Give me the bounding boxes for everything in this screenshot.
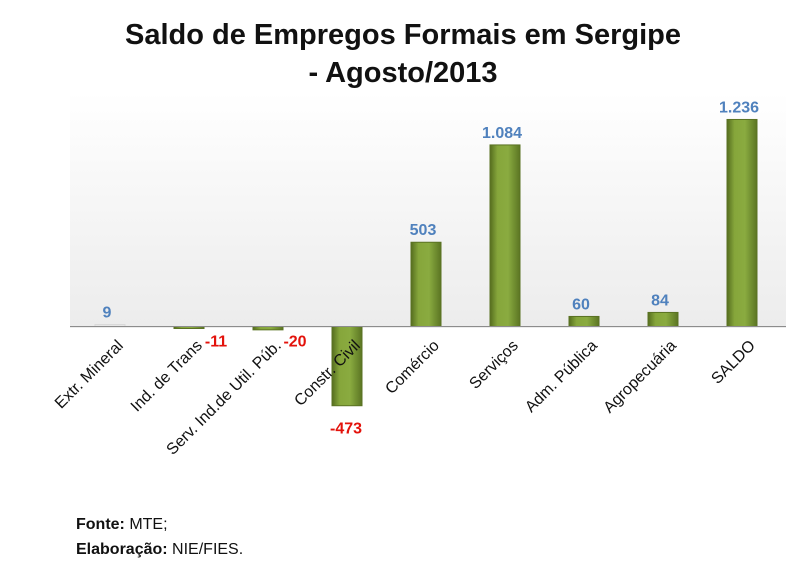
data-label-3: -473 (330, 421, 362, 438)
bar-5 (489, 144, 521, 327)
x-tick-label-4: Comércio (382, 337, 443, 398)
bar-7 (647, 311, 679, 327)
bar-3 (331, 326, 363, 407)
data-label-5: 1.084 (482, 125, 522, 142)
bar-2 (252, 326, 284, 331)
data-label-6: 60 (572, 296, 590, 313)
data-label-1: -11 (205, 334, 227, 351)
footer-source: Fonte: MTE; (76, 512, 243, 537)
data-label-4: 503 (410, 222, 437, 239)
chart-title-line-2: - Agosto/2013 (308, 57, 498, 89)
data-label-8: 1.236 (719, 99, 759, 116)
bar-6 (568, 315, 600, 328)
footer-source-label: Fonte: (76, 516, 125, 533)
chart-title: Saldo de Empregos Formais em Sergipe - A… (0, 16, 806, 92)
x-tick-label-8: SALDO (708, 337, 758, 387)
x-tick-label-1: Ind. de Trans (128, 337, 206, 415)
data-label-7: 84 (651, 292, 669, 309)
x-tick-label-5: Serviços (466, 337, 521, 392)
x-tick-label-7: Agropecuária (601, 337, 680, 416)
footer-credit-label: Elaboração: (76, 541, 168, 558)
bar-8 (726, 118, 758, 327)
footer-source-value: MTE; (129, 516, 168, 533)
footer: Fonte: MTE; Elaboração: NIE/FIES. (76, 512, 243, 562)
bar-4 (410, 241, 442, 327)
chart-title-line-1: Saldo de Empregos Formais em Sergipe (125, 19, 681, 51)
data-label-2: -20 (283, 334, 306, 351)
data-label-0: 9 (103, 305, 112, 322)
footer-credit: Elaboração: NIE/FIES. (76, 537, 243, 562)
x-tick-label-6: Adm. Pública (522, 337, 601, 416)
footer-credit-value: NIE/FIES. (172, 541, 244, 558)
x-tick-label-0: Extr. Mineral (52, 337, 127, 412)
